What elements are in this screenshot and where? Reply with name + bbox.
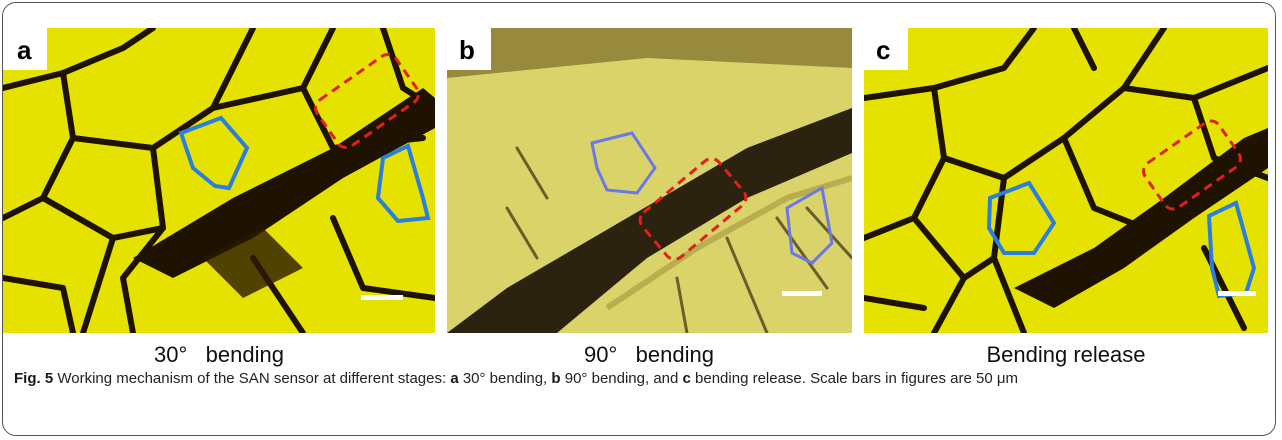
panel-label: a <box>17 35 32 65</box>
caption-text: Working mechanism of the SAN sensor at d… <box>53 370 451 387</box>
panel-caption: Bending release <box>986 342 1145 367</box>
panel-label: b <box>459 35 475 65</box>
caption-text: bending release. Scale bars in figures a… <box>690 370 1019 387</box>
panel-b-image: b <box>447 28 852 333</box>
panel-caption: 90° bending <box>584 342 714 367</box>
panel-c-image: c <box>864 28 1268 333</box>
caption-panel-ref: c <box>682 370 691 387</box>
caption-figure-number: Fig. 5 <box>14 370 54 387</box>
panel-label: c <box>876 35 890 65</box>
caption-text: 90° bending, and <box>560 370 683 387</box>
panel-a-image: a <box>3 28 435 333</box>
panel-caption: 30° bending <box>154 342 284 367</box>
figure-caption: Fig. 5 Working mechanism of the SAN sens… <box>14 368 1254 390</box>
caption-text: 30° bending, <box>458 370 552 387</box>
caption-panel-ref: a <box>450 370 459 387</box>
caption-panel-ref: b <box>551 370 561 387</box>
